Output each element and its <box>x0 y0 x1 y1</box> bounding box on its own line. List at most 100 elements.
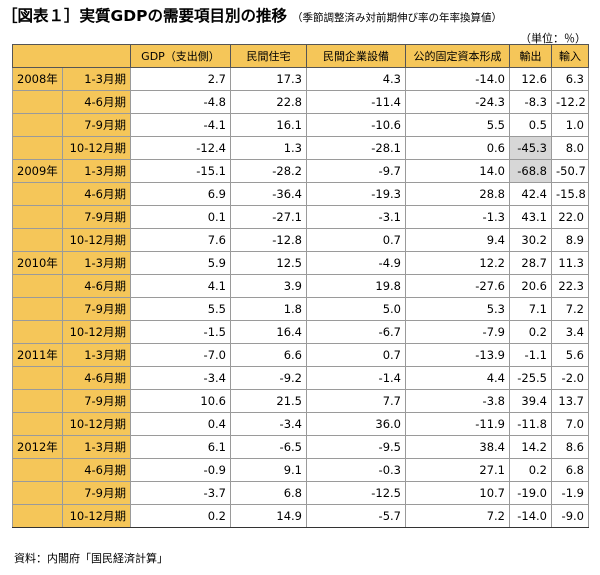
period-cell: 1-3月期 <box>62 67 131 91</box>
value-cell: 36.0 <box>306 412 406 436</box>
period-cell: 4-6月期 <box>62 274 131 298</box>
value-cell: 19.8 <box>306 274 406 298</box>
value-cell: 10.7 <box>405 481 510 505</box>
column-header: 民間住宅 <box>230 44 307 68</box>
period-cell: 1-3月期 <box>62 159 131 183</box>
value-cell: -12.4 <box>130 136 231 160</box>
column-header: 輸入 <box>551 44 589 68</box>
unit-label: （単位：％） <box>520 32 586 45</box>
value-cell: 6.1 <box>130 435 231 459</box>
table-row: 7-9月期 -4.1 16.1 -10.6 5.5 0.5 1.0 <box>12 113 589 137</box>
value-cell: -1.4 <box>306 366 406 390</box>
value-cell: 5.5 <box>130 297 231 321</box>
column-header: 民間企業設備 <box>306 44 406 68</box>
table-row: 2010年 1-3月期 5.9 12.5 -4.9 12.2 28.7 11.3 <box>12 251 589 275</box>
value-cell: 6.6 <box>230 343 307 367</box>
value-cell: 7.0 <box>551 412 589 436</box>
value-cell: -14.0 <box>509 504 552 528</box>
year-cell <box>12 481 63 505</box>
table-row: 10-12月期 7.6 -12.8 0.7 9.4 30.2 8.9 <box>12 228 589 252</box>
value-cell: -19.0 <box>509 481 552 505</box>
table-row: 10-12月期 0.4 -3.4 36.0 -11.9 -11.8 7.0 <box>12 412 589 436</box>
value-cell: -0.3 <box>306 458 406 482</box>
value-cell: 27.1 <box>405 458 510 482</box>
year-cell: 2008年 <box>12 67 63 91</box>
value-cell: 7.6 <box>130 228 231 252</box>
value-cell: -24.3 <box>405 90 510 114</box>
year-cell <box>12 366 63 390</box>
table-row: 7-9月期 5.5 1.8 5.0 5.3 7.1 7.2 <box>12 297 589 321</box>
value-cell: 6.8 <box>230 481 307 505</box>
value-cell: 1.0 <box>551 113 589 137</box>
table-row: 2009年 1-3月期 -15.1 -28.2 -9.7 14.0 -68.8 -50.7 <box>12 159 589 183</box>
value-cell: 9.4 <box>405 228 510 252</box>
value-cell: -12.2 <box>551 90 589 114</box>
value-cell: 4.4 <box>405 366 510 390</box>
value-cell: 5.0 <box>306 297 406 321</box>
value-cell: 0.7 <box>306 228 406 252</box>
value-cell: 7.2 <box>405 504 510 528</box>
value-cell: -6.5 <box>230 435 307 459</box>
value-cell: 6.3 <box>551 67 589 91</box>
value-cell: 14.2 <box>509 435 552 459</box>
table-row: 4-6月期 -4.8 22.8 -11.4 -24.3 -8.3 -12.2 <box>12 90 589 114</box>
period-cell: 4-6月期 <box>62 458 131 482</box>
value-cell: 3.4 <box>551 320 589 344</box>
period-cell: 7-9月期 <box>62 205 131 229</box>
value-cell: 12.6 <box>509 67 552 91</box>
value-cell: -28.2 <box>230 159 307 183</box>
value-cell: -9.7 <box>306 159 406 183</box>
title-area: ［図表１］実質GDPの需要項目別の推移 （季節調整済み対前期伸び率の年率換算値） <box>2 4 598 34</box>
value-cell: 0.5 <box>509 113 552 137</box>
table-row: 2011年 1-3月期 -7.0 6.6 0.7 -13.9 -1.1 5.6 <box>12 343 589 367</box>
value-cell: 20.6 <box>509 274 552 298</box>
value-cell: -11.4 <box>306 90 406 114</box>
year-cell <box>12 113 63 137</box>
value-cell: 8.6 <box>551 435 589 459</box>
year-cell <box>12 136 63 160</box>
value-cell: 28.8 <box>405 182 510 206</box>
value-cell: -28.1 <box>306 136 406 160</box>
value-cell: -12.5 <box>306 481 406 505</box>
period-cell: 4-6月期 <box>62 90 131 114</box>
year-cell <box>12 458 63 482</box>
value-cell: -36.4 <box>230 182 307 206</box>
value-cell: -2.0 <box>551 366 589 390</box>
period-cell: 10-12月期 <box>62 412 131 436</box>
value-cell: 6.8 <box>551 458 589 482</box>
period-cell: 10-12月期 <box>62 228 131 252</box>
value-cell: 14.9 <box>230 504 307 528</box>
value-cell: 0.4 <box>130 412 231 436</box>
value-cell: 3.9 <box>230 274 307 298</box>
value-cell: 12.2 <box>405 251 510 275</box>
period-cell: 1-3月期 <box>62 435 131 459</box>
value-cell: -6.7 <box>306 320 406 344</box>
value-cell: 10.6 <box>130 389 231 413</box>
value-cell: -1.5 <box>130 320 231 344</box>
year-cell <box>12 504 63 528</box>
value-cell: 0.6 <box>405 136 510 160</box>
value-cell: -8.3 <box>509 90 552 114</box>
value-cell: 5.9 <box>130 251 231 275</box>
value-cell: -15.8 <box>551 182 589 206</box>
value-cell: 42.4 <box>509 182 552 206</box>
year-cell <box>12 274 63 298</box>
page-title: ［図表１］実質GDPの需要項目別の推移 <box>2 7 287 25</box>
value-cell: 1.3 <box>230 136 307 160</box>
value-cell: -12.8 <box>230 228 307 252</box>
value-cell: 6.9 <box>130 182 231 206</box>
year-cell <box>12 412 63 436</box>
value-cell: 7.7 <box>306 389 406 413</box>
value-cell: -27.6 <box>405 274 510 298</box>
value-cell: 5.5 <box>405 113 510 137</box>
value-cell: -9.5 <box>306 435 406 459</box>
value-cell: -19.3 <box>306 182 406 206</box>
period-cell: 10-12月期 <box>62 504 131 528</box>
value-cell: 16.1 <box>230 113 307 137</box>
value-cell: 38.4 <box>405 435 510 459</box>
year-cell: 2011年 <box>12 343 63 367</box>
value-cell: 1.8 <box>230 297 307 321</box>
value-cell: 4.1 <box>130 274 231 298</box>
value-cell: -25.5 <box>509 366 552 390</box>
period-cell: 1-3月期 <box>62 251 131 275</box>
